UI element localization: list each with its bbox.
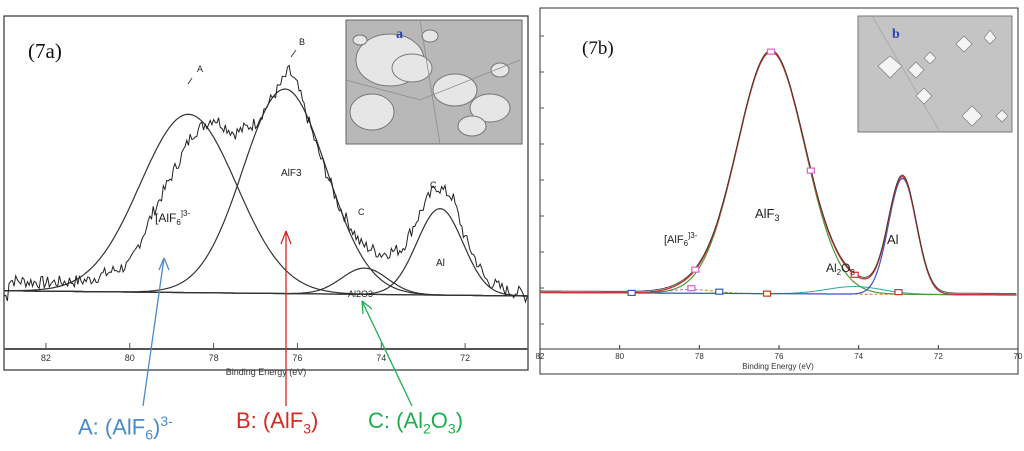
x-tick-label: 82 <box>536 352 545 361</box>
fit-marker <box>687 285 696 292</box>
x-tick-label: 74 <box>376 353 386 363</box>
x-tick-label: 78 <box>209 353 219 363</box>
plot-7a: 82 80 78 76 74 72 <box>3 64 529 363</box>
x-tick-label: 80 <box>125 353 135 363</box>
label-aif6: [AlF6]3- <box>664 231 698 248</box>
fit-marker <box>762 290 772 297</box>
fit-marker <box>627 289 636 297</box>
inset-label: a <box>396 27 403 42</box>
sem-inset-a: a <box>345 19 523 145</box>
x-tick-label: 78 <box>695 352 704 361</box>
x-axis-label: Binding Energy (eV) <box>742 362 814 371</box>
legend-aif6: A: (AlF6)3- <box>78 413 173 443</box>
peak-letter-c2: C <box>358 207 365 217</box>
fit-marker <box>766 48 776 55</box>
label-aif6: [AlF6]3- <box>155 209 190 227</box>
x-tick-label: 76 <box>292 353 302 363</box>
label-al: Al <box>436 258 445 269</box>
peak-b-tick <box>290 49 297 58</box>
x-tick-label: 72 <box>934 352 943 361</box>
x-tick-label: 70 <box>1014 352 1023 361</box>
x-tick-label: 72 <box>460 353 470 363</box>
fit-marker <box>691 266 700 273</box>
peak-letter-c: C <box>430 180 437 190</box>
arrow-a <box>142 257 165 407</box>
experimental-trace <box>3 64 528 304</box>
inset-label: b <box>892 27 900 42</box>
arrow-b-head <box>280 230 292 245</box>
fit-marker <box>715 288 724 295</box>
fit-marker <box>894 289 903 296</box>
label-al2o3: Al2O3 <box>348 289 373 299</box>
legend-al2o3: C: (Al2O3) <box>368 408 464 437</box>
x-tick-label: 80 <box>615 352 624 361</box>
arrow-c-head <box>361 300 373 315</box>
fit-marker <box>850 271 859 278</box>
envelope-fit <box>540 50 1017 296</box>
peak-letter-a: A <box>197 64 203 74</box>
panel-7b: (7b) b 82 80 78 76 74 72 70 [AlF6]3- AlF3 Al2O… <box>536 7 1023 375</box>
experimental-trace <box>540 49 1017 294</box>
peak-letter-b: B <box>299 37 305 47</box>
x-tick-label: 74 <box>854 352 863 361</box>
panel-label: (7a) <box>28 39 62 63</box>
panel-label: (7b) <box>582 38 614 59</box>
plot-7b: 82 80 78 76 74 72 70 <box>536 35 1023 361</box>
label-al: Al <box>887 232 899 247</box>
sem-inset-b: b <box>857 15 1013 133</box>
panel-7a: (7a) a 82 80 78 76 74 72 A <box>3 15 529 407</box>
label-alf3: AlF3 <box>755 206 780 223</box>
x-axis-label: Binding Energy (eV) <box>226 367 307 377</box>
arrow-c <box>361 300 413 407</box>
x-tick-label: 76 <box>775 352 784 361</box>
x-tick-label: 82 <box>41 353 51 363</box>
baseline <box>3 290 529 297</box>
label-al2o3: Al2O3 <box>826 261 855 277</box>
fit-marker <box>806 167 815 174</box>
label-alf3: AlF3 <box>281 168 302 179</box>
legend-alf3: B: (AlF3) <box>236 408 319 437</box>
peak-a-tick <box>187 77 193 85</box>
arrow-a-head <box>158 257 170 271</box>
